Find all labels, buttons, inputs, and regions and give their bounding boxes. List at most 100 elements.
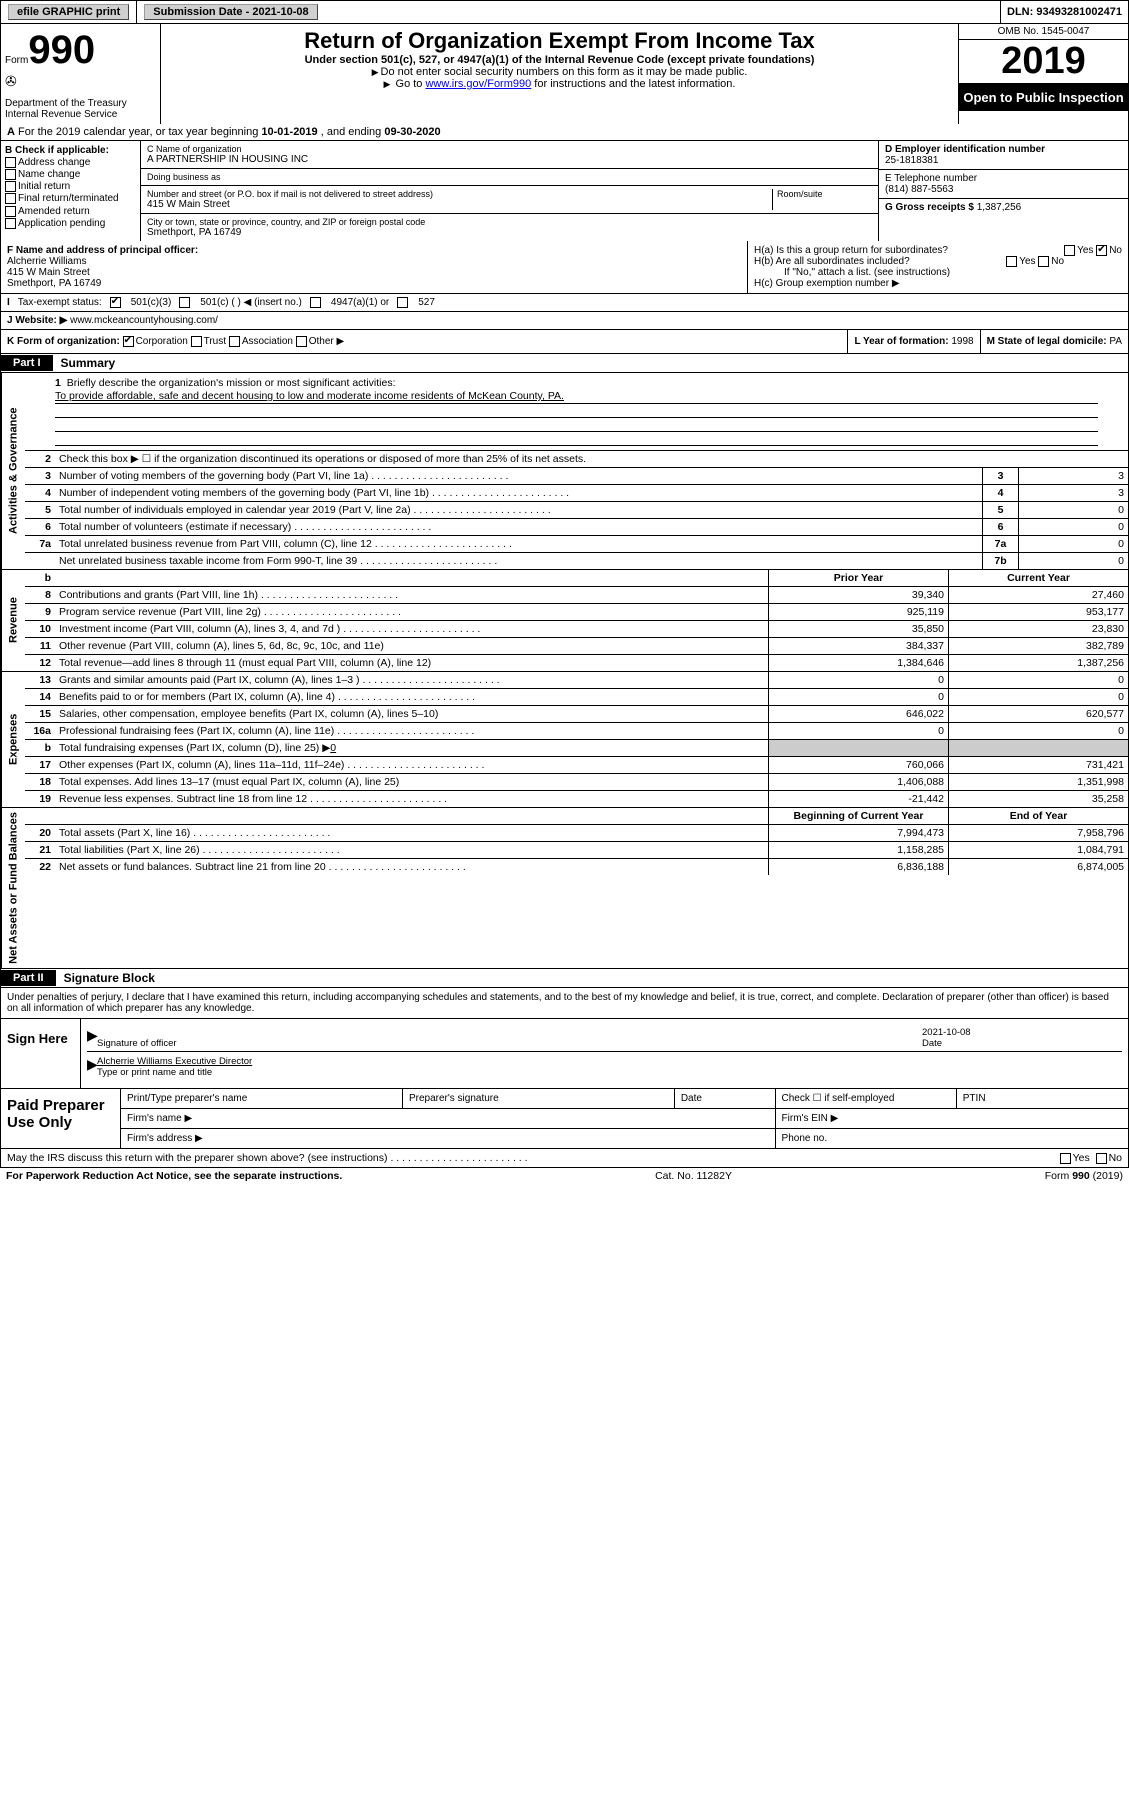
type-name-label: Type or print name and title	[97, 1067, 212, 1078]
expenses-section: Expenses 13Grants and similar amounts pa…	[0, 672, 1129, 808]
revenue-section: Revenue bPrior YearCurrent Year 8Contrib…	[0, 570, 1129, 672]
submission-date-button[interactable]: Submission Date - 2021-10-08	[144, 4, 317, 20]
dln-value: 93493281002471	[1036, 6, 1122, 18]
cb-name-change[interactable]: Name change	[5, 169, 136, 180]
prep-sig-label: Preparer's signature	[403, 1089, 675, 1108]
line3-val: 3	[1018, 468, 1128, 484]
part1-title: Summary	[53, 354, 124, 372]
ein-value: 25-1818381	[885, 155, 938, 166]
part2-header: Part II Signature Block	[0, 969, 1129, 988]
line7a-val: 0	[1018, 536, 1128, 552]
row-a-tax-year: A For the 2019 calendar year, or tax yea…	[0, 124, 1129, 141]
part1-header: Part I Summary	[0, 354, 1129, 373]
column-d-ein-tel: D Employer identification number 25-1818…	[878, 141, 1128, 241]
org-name-row: C Name of organization A PARTNERSHIP IN …	[141, 141, 878, 169]
dln-cell: DLN: 93493281002471	[1001, 1, 1128, 23]
sig-officer-label: Signature of officer	[97, 1038, 177, 1049]
ein-label: D Employer identification number	[885, 144, 1045, 155]
cb-amended-return[interactable]: Amended return	[5, 206, 136, 217]
column-b-checkboxes: B Check if applicable: Address change Na…	[1, 141, 141, 241]
tel-row: E Telephone number (814) 887-5563	[879, 170, 1128, 199]
mission-text: To provide affordable, safe and decent h…	[55, 389, 1098, 404]
l16b-desc: Total fundraising expenses (Part IX, col…	[55, 740, 768, 756]
hb-note: If "No," attach a list. (see instruction…	[754, 267, 1122, 278]
website-row: J Website: ▶ www.mckeancountyhousing.com…	[0, 312, 1129, 330]
part2-title: Signature Block	[56, 969, 163, 987]
hb-label: H(b) Are all subordinates included?	[754, 256, 910, 267]
net-assets-section: Net Assets or Fund Balances Beginning of…	[0, 808, 1129, 969]
firm-ein-label: Firm's EIN ▶	[776, 1109, 1128, 1128]
tax-exempt-status-row: I Tax-exempt status: 501(c)(3) 501(c) ( …	[0, 294, 1129, 312]
group-return-h: H(a) Is this a group return for subordin…	[748, 241, 1128, 293]
prep-ptin-label: PTIN	[957, 1089, 1128, 1108]
line2: Check this box ▶ ☐ if the organization d…	[55, 451, 1128, 467]
dba-label: Doing business as	[147, 172, 872, 182]
omb-number: OMB No. 1545-0047	[959, 24, 1128, 40]
paid-preparer-block: Paid Preparer Use Only Print/Type prepar…	[0, 1089, 1129, 1149]
firm-phone-label: Phone no.	[776, 1129, 1128, 1148]
website-value: www.mckeancountyhousing.com/	[70, 315, 218, 326]
line1-mission: 1 Briefly describe the organization's mi…	[25, 373, 1128, 450]
name-arrow-icon: ▶	[87, 1056, 97, 1078]
l8-prior: 39,340	[768, 587, 948, 603]
cb-address-change[interactable]: Address change	[5, 157, 136, 168]
street-value: 415 W Main Street	[147, 199, 772, 210]
ein-row: D Employer identification number 25-1818…	[879, 141, 1128, 170]
tel-label: E Telephone number	[885, 173, 977, 184]
firm-name-label: Firm's name ▶	[121, 1109, 776, 1128]
prep-selfemp-label: Check ☐ if self-employed	[776, 1089, 957, 1108]
header-right: OMB No. 1545-0047 2019 Open to Public In…	[958, 24, 1128, 124]
tel-value: (814) 887-5563	[885, 184, 953, 195]
open-to-public: Open to Public Inspection	[959, 84, 1128, 111]
form-title: Return of Organization Exempt From Incom…	[165, 28, 954, 54]
dept-treasury: Department of the Treasury Internal Reve…	[5, 98, 156, 120]
line4-val: 3	[1018, 485, 1128, 501]
form-header: Form990 ✇ Department of the Treasury Int…	[0, 24, 1129, 124]
cb-final-return[interactable]: Final return/terminated	[5, 193, 136, 204]
footer-mid: Cat. No. 11282Y	[655, 1170, 732, 1182]
form-of-org-row: K Form of organization: Corporation Trus…	[0, 330, 1129, 354]
header-middle: Return of Organization Exempt From Incom…	[161, 24, 958, 124]
cb-501c3[interactable]	[110, 297, 121, 308]
prior-year-header: Prior Year	[768, 570, 948, 586]
firm-addr-label: Firm's address ▶	[121, 1129, 776, 1148]
city-label: City or town, state or province, country…	[147, 217, 872, 227]
ssn-note: Do not enter social security numbers on …	[165, 66, 954, 78]
submission-date-cell: Submission Date - 2021-10-08	[137, 1, 1001, 23]
irs-logo-icon: ✇	[5, 73, 156, 90]
line3-desc: Number of voting members of the governin…	[55, 468, 982, 484]
ha-no-checkbox[interactable]	[1096, 245, 1107, 256]
prep-name-label: Print/Type preparer's name	[121, 1089, 403, 1108]
form-subtitle: Under section 501(c), 527, or 4947(a)(1)…	[165, 54, 954, 66]
section-bcd: B Check if applicable: Address change Na…	[0, 141, 1129, 241]
paid-preparer-label: Paid Preparer Use Only	[1, 1089, 121, 1148]
current-year-header: Current Year	[948, 570, 1128, 586]
section-fh: F Name and address of principal officer:…	[0, 241, 1129, 294]
vtab-expenses: Expenses	[1, 672, 25, 807]
sign-here-label: Sign Here	[1, 1019, 81, 1088]
principal-officer: F Name and address of principal officer:…	[1, 241, 748, 293]
footer-row: For Paperwork Reduction Act Notice, see …	[0, 1168, 1129, 1184]
irs-form990-link[interactable]: www.irs.gov/Form990	[425, 78, 531, 90]
sig-date-value: 2021-10-08	[922, 1027, 971, 1038]
gross-row: G Gross receipts $ 1,387,256	[879, 199, 1128, 216]
irs-discuss-row: May the IRS discuss this return with the…	[0, 1149, 1129, 1168]
line7b-val: 0	[1018, 553, 1128, 569]
vtab-net-assets: Net Assets or Fund Balances	[1, 808, 25, 968]
city-value: Smethport, PA 16749	[147, 227, 872, 238]
suite-label: Room/suite	[772, 189, 872, 210]
efile-cell: efile GRAPHIC print	[1, 1, 137, 23]
form-number: Form990	[5, 28, 156, 73]
gross-value: 1,387,256	[977, 202, 1022, 213]
efile-graphic-print-button[interactable]: efile GRAPHIC print	[8, 4, 129, 20]
gross-label: G Gross receipts $	[885, 202, 974, 213]
cb-corporation[interactable]	[123, 336, 134, 347]
line6-val: 0	[1018, 519, 1128, 535]
cb-application-pending[interactable]: Application pending	[5, 218, 136, 229]
street-row: Number and street (or P.O. box if mail i…	[141, 186, 878, 214]
street-label: Number and street (or P.O. box if mail i…	[147, 189, 772, 199]
cb-initial-return[interactable]: Initial return	[5, 181, 136, 192]
part1-tab: Part I	[1, 355, 53, 371]
signature-arrow-icon: ▶	[87, 1027, 97, 1049]
header-left: Form990 ✇ Department of the Treasury Int…	[1, 24, 161, 124]
